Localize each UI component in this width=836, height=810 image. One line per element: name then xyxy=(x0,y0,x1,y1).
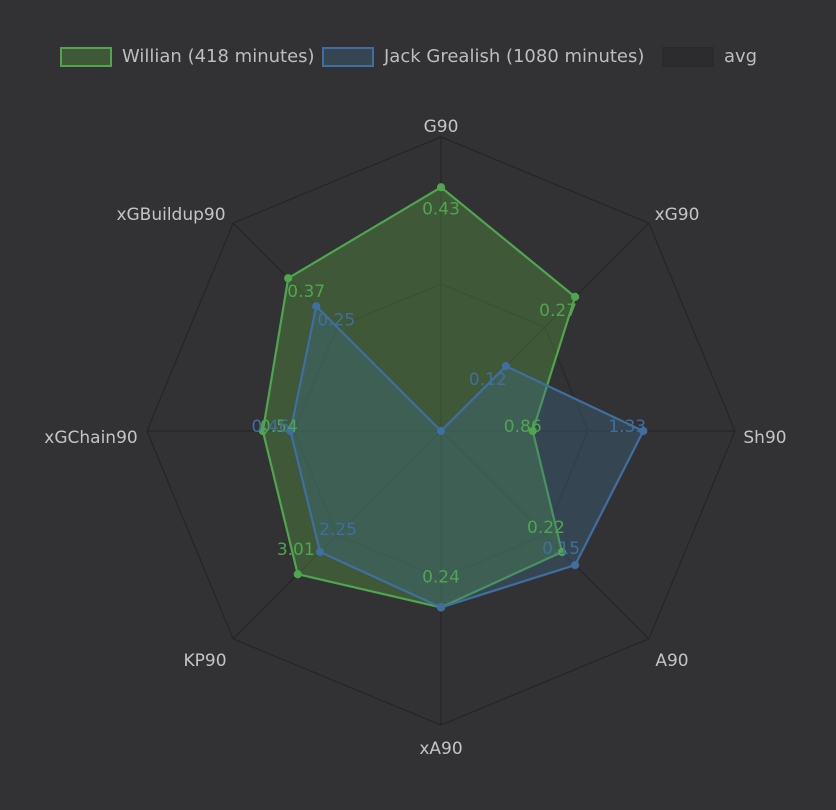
series-0-point-0 xyxy=(436,183,446,192)
series-1-point-1 xyxy=(501,362,510,371)
value-label-s0-5: 3.01 xyxy=(277,540,315,560)
axis-label-xgchain90: xGChain90 xyxy=(44,428,137,448)
series-1-point-0 xyxy=(436,426,446,436)
series-1-point-2 xyxy=(639,426,648,436)
axis-label-kp90: KP90 xyxy=(183,651,226,671)
value-label-s0-6: 0.54 xyxy=(260,417,298,437)
value-label-s1-6: 0.46 xyxy=(252,417,290,437)
series-1-point-3 xyxy=(570,560,580,570)
series-0-point-2 xyxy=(528,426,537,436)
value-label-s0-1: 0.27 xyxy=(539,301,577,321)
axis-label-xa90: xA90 xyxy=(419,739,462,759)
series-0-point-1 xyxy=(570,292,580,302)
series-area-2 xyxy=(293,283,589,579)
chart-legend: Willian (418 minutes) Jack Grealish (108… xyxy=(0,40,836,76)
axis-label-xgbuildup90: xGBuildup90 xyxy=(116,205,225,225)
value-label-s1-2: 1.33 xyxy=(608,417,646,437)
axis-label-g90: G90 xyxy=(424,117,459,137)
series-1-point-4 xyxy=(436,603,446,612)
value-label-s0-3: 0.22 xyxy=(527,518,565,538)
series-1-point-7 xyxy=(312,302,321,311)
legend-item-willian[interactable]: Willian (418 minutes) xyxy=(60,46,315,67)
legend-swatch-grealish xyxy=(322,46,374,67)
series-0-point-6 xyxy=(258,426,267,436)
series-1-point-6 xyxy=(286,426,295,436)
value-label-s0-0: 0.43 xyxy=(422,199,460,219)
legend-label-grealish: Jack Grealish (1080 minutes) xyxy=(384,46,645,67)
legend-item-avg[interactable]: avg xyxy=(662,46,757,67)
series-0-point-3 xyxy=(557,547,567,557)
axis-label-a90: A90 xyxy=(655,651,688,671)
legend-label-avg: avg xyxy=(724,46,758,67)
value-label-s0-2: 0.86 xyxy=(504,417,542,437)
series-1-point-5 xyxy=(315,547,325,557)
axis-label-sh90: Sh90 xyxy=(743,428,786,448)
value-label-s1-1: 0.12 xyxy=(469,370,507,390)
legend-swatch-avg xyxy=(662,46,714,67)
value-label-s1-5: 2.25 xyxy=(319,520,357,540)
axis-label-xg90: xG90 xyxy=(655,205,700,225)
legend-label-willian: Willian (418 minutes) xyxy=(122,46,315,67)
legend-item-grealish[interactable]: Jack Grealish (1080 minutes) xyxy=(322,46,644,67)
value-label-s0-4: 0.24 xyxy=(422,567,460,587)
legend-swatch-willian xyxy=(60,46,112,67)
value-label-s0-7: 0.37 xyxy=(287,282,325,302)
series-0-point-5 xyxy=(293,570,302,579)
series-0-point-7 xyxy=(284,274,293,283)
value-label-s1-3: 0.15 xyxy=(542,539,580,559)
value-label-s1-7: 0.25 xyxy=(317,310,355,330)
